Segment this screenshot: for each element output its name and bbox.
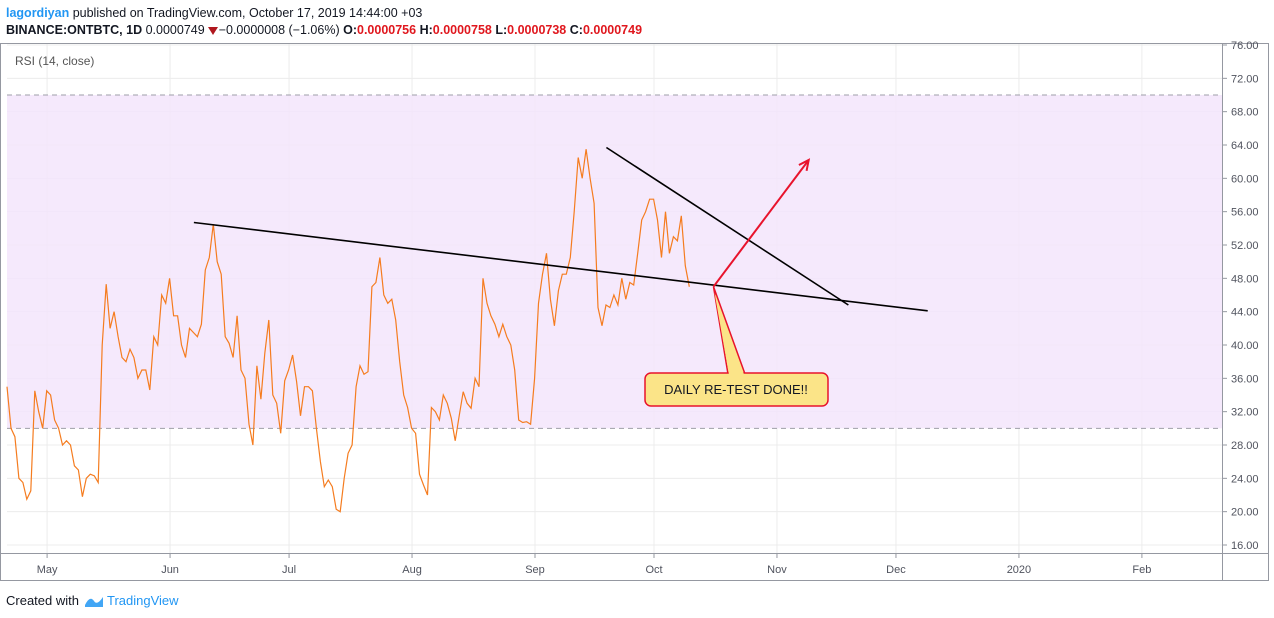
indicator-label: RSI (14, close): [15, 54, 94, 68]
callout: DAILY RE-TEST DONE!!: [644, 286, 829, 407]
symbol-label: BINANCE:ONTBTC, 1D: [6, 23, 143, 37]
footer: Created with TradingView: [6, 592, 179, 610]
trendlines: [193, 146, 928, 312]
y-tick-label: 76.00: [1231, 40, 1259, 52]
low-label: L:: [495, 23, 508, 37]
open-value: 0.0000756: [357, 23, 417, 37]
close-label: C:: [569, 23, 583, 37]
close-value: 0.0000749: [582, 23, 643, 37]
outer-frame: [0, 43, 1269, 581]
x-axis: May Jun Jul Aug Sep Oct Nov Dec 2020 Feb: [37, 553, 1151, 576]
trendline: [605, 146, 849, 306]
y-tick-label: 60.00: [1231, 173, 1259, 185]
x-tick-label: 2020: [1007, 564, 1031, 576]
y-tick-label: 56.00: [1231, 207, 1259, 219]
y-tick-label: 20.00: [1231, 507, 1259, 519]
tradingview-link[interactable]: TradingView: [106, 593, 179, 608]
y-tick-label: 52.00: [1231, 240, 1259, 252]
y-tick-label: 68.00: [1231, 107, 1259, 119]
x-tick-label: May: [37, 564, 58, 576]
x-tick-label: Nov: [767, 564, 787, 576]
published-text: published on TradingView.com, October 17…: [72, 6, 423, 20]
x-tick-label: Dec: [886, 564, 906, 576]
y-tick-label: 72.00: [1231, 73, 1259, 85]
y-tick-label: 32.00: [1231, 407, 1259, 419]
y-tick-label: 36.00: [1231, 373, 1259, 385]
x-tick-label: Jun: [161, 564, 179, 576]
author-name[interactable]: lagordiyan: [6, 6, 70, 20]
price-change: −0.0000008 (−1.06%): [218, 23, 340, 37]
arrow-head: [798, 158, 811, 171]
x-tick-label: Sep: [525, 564, 545, 576]
x-tick-label: Feb: [1132, 564, 1151, 576]
arrow-shaft: [712, 159, 810, 288]
y-tick-label: 48.00: [1231, 273, 1259, 285]
band-lines: [7, 94, 1222, 429]
y-axis: 16.00 20.00 24.00 28.00 32.00 36.00 40.00 44.00…: [1222, 40, 1259, 552]
tradingview-logo-icon[interactable]: [84, 594, 104, 608]
callout-pointer-fill: [714, 292, 744, 375]
red-arrow: [712, 158, 811, 288]
y-tick-label: 16.00: [1231, 540, 1259, 552]
callout-text: DAILY RE-TEST DONE!!: [664, 382, 808, 397]
rsi-series-line: [6, 149, 690, 513]
created-with-text: Created with: [6, 593, 79, 608]
y-tick-label: 44.00: [1231, 307, 1259, 319]
trendline: [193, 221, 928, 312]
chart-frame: [0, 43, 1269, 581]
y-tick-label: 28.00: [1231, 440, 1259, 452]
y-tick-label: 40.00: [1231, 340, 1259, 352]
rsi-band: [7, 95, 1222, 429]
down-arrow-icon: [207, 26, 218, 35]
high-label: H:: [419, 23, 433, 37]
x-tick-label: Jul: [282, 564, 296, 576]
symbol-info: BINANCE:ONTBTC, 1D 0.0000749 −0.0000008 (…: [6, 22, 642, 38]
low-value: 0.0000738: [507, 23, 567, 37]
open-label: O:: [343, 23, 357, 37]
y-tick-label: 64.00: [1231, 140, 1259, 152]
x-tick-label: Aug: [402, 564, 422, 576]
x-tick-label: Oct: [645, 564, 662, 576]
high-value: 0.0000758: [432, 23, 492, 37]
last-price: 0.0000749: [145, 23, 205, 37]
y-tick-label: 24.00: [1231, 473, 1259, 485]
publish-info: lagordiyan published on TradingView.com,…: [6, 5, 422, 21]
